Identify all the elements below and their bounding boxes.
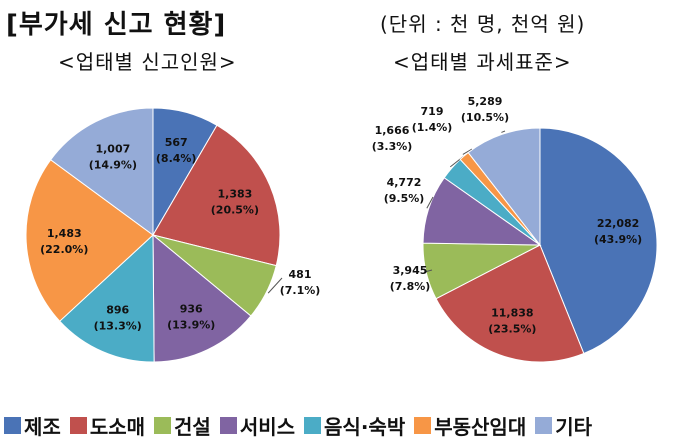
pie-slice [467,127,541,247]
data-label-percent: (43.9%) [594,233,642,246]
legend-swatch [69,417,87,434]
legend-item: 건설 [154,411,211,440]
pie-slice [49,107,154,236]
data-label-percent: (10.5%) [461,111,509,124]
legend-label: 기타 [555,415,593,439]
page-title: [부가세 신고 현황] [6,10,227,40]
data-label-percent: (8.4%) [156,152,197,165]
legend-label: 제조 [24,415,61,439]
data-label-percent: (13.3%) [94,320,142,333]
data-label-value: 896 [106,304,129,317]
legend-swatch [535,417,553,434]
legend-item: 기타 [535,411,592,440]
chart-title-headcount: <업태별 신고인원> [58,50,237,74]
legend-swatch [414,417,432,434]
data-label-value: 1,007 [95,143,130,156]
legend: 제조 도소매 건설 서비스 음식·숙박 부동산임대 기타 [4,411,601,440]
legend-label: 부동산임대 [434,415,527,439]
pie-slice [59,233,155,363]
data-label-percent: (13.9%) [167,318,215,331]
data-label-value: 567 [165,136,188,149]
data-label-percent: (9.5%) [384,192,425,205]
pie-slice [539,127,658,355]
data-label-value: 481 [289,268,312,281]
data-label-percent: (23.5%) [488,323,536,336]
leader-line [501,130,506,133]
leader-line [462,148,473,155]
legend-item: 음식·숙박 [304,411,405,440]
legend-label: 서비스 [239,415,296,439]
data-label-percent: (22.0%) [40,243,88,256]
data-label-value: 11,838 [491,307,533,320]
legend-label: 도소매 [89,415,146,439]
legend-swatch [304,417,322,434]
leader-line [267,277,283,294]
legend-item: 제조 [4,411,61,440]
leader-line [423,269,433,273]
legend-swatch [154,417,172,434]
legend-label: 건설 [174,415,211,439]
data-label-value: 936 [180,302,203,315]
data-label-percent: (14.9%) [89,159,137,172]
legend-item: 서비스 [219,411,296,440]
legend-swatch [219,417,237,434]
pie-slice [152,124,281,267]
unit-note: (단위 : 천 명, 천억 원) [380,12,586,36]
pie-slice [152,233,252,363]
data-label-percent: (7.1%) [280,284,321,297]
legend-swatch [4,417,21,434]
data-label-value: 1,483 [47,227,82,240]
data-label-value: 3,945 [393,264,428,277]
leader-line [426,196,434,209]
data-label-percent: (3.3%) [372,140,413,153]
data-label-value: 719 [421,105,444,118]
data-label-value: 1,383 [217,187,252,200]
legend-label: 음식·숙박 [324,415,406,439]
legend-item: 부동산임대 [414,411,526,440]
data-label-value: 5,289 [468,95,503,108]
data-label-percent: (20.5%) [211,203,259,216]
pie-slice [25,159,154,322]
data-label-value: 22,082 [597,217,639,230]
data-label-percent: (1.4%) [412,121,453,134]
data-label-percent: (7.8%) [390,280,431,293]
chart-title-tax-base: <업태별 과세표준> [393,50,572,74]
legend-item: 도소매 [69,411,146,440]
data-label-value: 1,666 [375,124,410,137]
data-label-value: 4,772 [387,176,422,189]
pie-slice [435,244,585,363]
